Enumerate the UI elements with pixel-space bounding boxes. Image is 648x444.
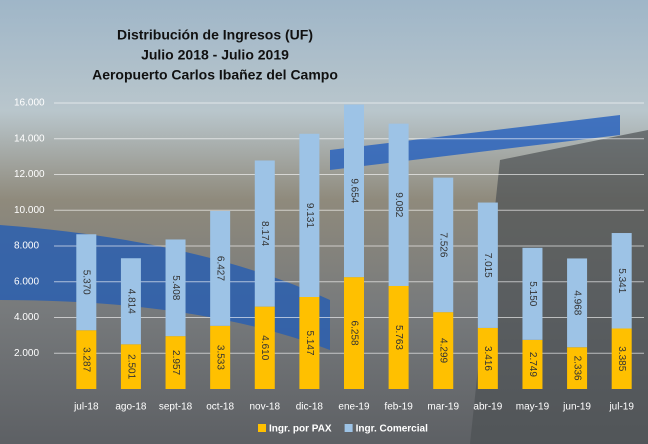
chart: Distribución de Ingresos (UF) Julio 2018… <box>0 0 648 444</box>
value-label: 4.299 <box>438 338 449 363</box>
x-tick-label: feb-19 <box>384 402 413 413</box>
legend-swatch <box>258 424 266 432</box>
value-label: 3.416 <box>482 346 493 371</box>
value-label: 7.015 <box>482 253 493 278</box>
value-label: 5.147 <box>304 330 315 355</box>
value-label: 2.336 <box>571 356 582 381</box>
value-label: 8.174 <box>259 221 270 246</box>
value-label: 2.749 <box>527 352 538 377</box>
chart-title: Distribución de Ingresos (UF) <box>117 27 313 43</box>
x-tick-label: oct-18 <box>206 402 234 413</box>
y-tick-label: 10.000 <box>14 205 45 216</box>
y-tick-label: 12.000 <box>14 169 45 180</box>
y-tick-label: 16.000 <box>14 98 45 109</box>
y-tick-label: 6.000 <box>14 276 39 287</box>
x-tick-label: ago-18 <box>115 402 147 413</box>
x-tick-label: may-19 <box>516 402 550 413</box>
x-tick-label: jul-18 <box>73 402 99 413</box>
value-label: 5.408 <box>170 275 181 300</box>
value-label: 4.814 <box>125 289 136 314</box>
x-tick-label: mar-19 <box>427 402 459 413</box>
x-tick-label: dic-18 <box>296 402 324 413</box>
x-tick-label: jul-19 <box>608 402 634 413</box>
chart-subtitle: Julio 2018 - Julio 2019 <box>141 47 289 63</box>
value-label: 5.370 <box>81 270 92 295</box>
chart-subtitle: Aeropuerto Carlos Ibañez del Campo <box>92 67 338 83</box>
legend-swatch <box>345 424 353 432</box>
x-tick-label: sept-18 <box>159 402 193 413</box>
y-tick-label: 2.000 <box>14 348 39 359</box>
y-tick-label: 4.000 <box>14 312 39 323</box>
value-label: 2.957 <box>170 350 181 375</box>
legend-label: Ingr. por PAX <box>269 424 332 435</box>
x-tick-label: jun-19 <box>562 402 591 413</box>
value-label: 5.341 <box>616 268 627 293</box>
value-label: 5.150 <box>527 281 538 306</box>
value-label: 4.610 <box>259 335 270 360</box>
value-label: 6.427 <box>215 256 226 281</box>
value-label: 9.654 <box>348 178 359 203</box>
y-tick-label: 8.000 <box>14 241 39 252</box>
value-label: 7.526 <box>438 232 449 257</box>
x-tick-label: nov-18 <box>249 402 280 413</box>
legend-label: Ingr. Comercial <box>356 424 428 435</box>
value-label: 2.501 <box>125 354 136 379</box>
value-label: 3.533 <box>215 345 226 370</box>
value-label: 9.131 <box>304 203 315 228</box>
value-label: 6.258 <box>348 321 359 346</box>
value-label: 9.082 <box>393 192 404 217</box>
y-tick-label: 14.000 <box>14 133 45 144</box>
value-label: 4.968 <box>571 290 582 315</box>
value-label: 5.763 <box>393 325 404 350</box>
value-label: 3.385 <box>616 346 627 371</box>
x-tick-label: abr-19 <box>473 402 502 413</box>
value-label: 3.287 <box>81 347 92 372</box>
x-tick-label: ene-19 <box>338 402 370 413</box>
